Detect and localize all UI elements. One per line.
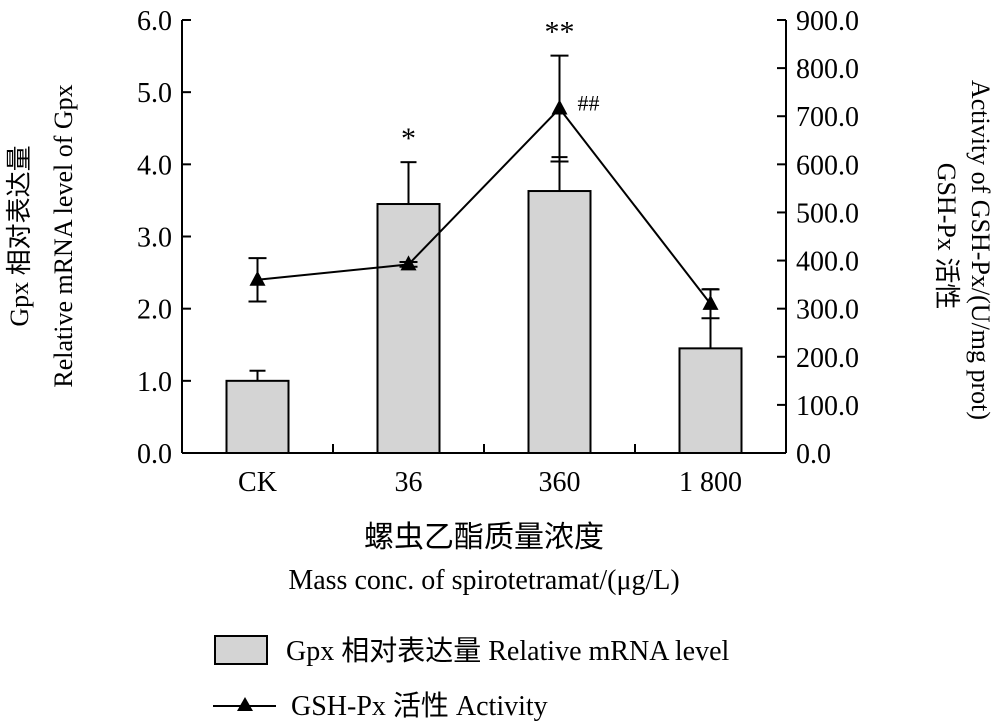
x-tick-label: 360 bbox=[539, 467, 581, 498]
left-tick-label: 0.0 bbox=[137, 439, 172, 470]
line-point bbox=[702, 294, 719, 310]
left-y-label-cn: Gpx 相对表达量 bbox=[5, 145, 34, 326]
right-tick-label: 100.0 bbox=[796, 391, 859, 422]
right-tick-label: 400.0 bbox=[796, 247, 859, 278]
right-y-label-cn: GSH-Px 活性 bbox=[932, 163, 961, 310]
line-path bbox=[257, 106, 712, 305]
right-tick-label: 200.0 bbox=[796, 343, 859, 374]
line-point bbox=[400, 255, 417, 271]
bar bbox=[376, 203, 441, 454]
legend-bar-label: Gpx 相对表达量 Relative mRNA level bbox=[286, 635, 730, 667]
bar-significance-mark: ** bbox=[545, 16, 575, 49]
left-tick-label: 2.0 bbox=[137, 295, 172, 326]
right-tick-label: 0.0 bbox=[796, 439, 831, 470]
left-tick-label: 4.0 bbox=[137, 150, 172, 181]
legend-bar-swatch bbox=[214, 635, 268, 665]
bar bbox=[527, 190, 592, 454]
right-axis-ticks: 0.0 100.0 200.0 300.0 400.0 500.0 600.0 700.0 80… bbox=[777, 6, 859, 470]
x-tick-label: 36 bbox=[395, 467, 423, 498]
left-tick-label: 6.0 bbox=[137, 6, 172, 37]
x-tick-label: CK bbox=[238, 467, 277, 498]
right-tick-label: 700.0 bbox=[796, 102, 859, 133]
right-tick-label: 800.0 bbox=[796, 54, 859, 85]
left-axis-ticks: 0.0 1.0 2.0 3.0 4.0 5.0 6.0 bbox=[137, 6, 191, 470]
line-significance-mark: ## bbox=[578, 91, 600, 116]
right-tick-label: 900.0 bbox=[796, 6, 859, 37]
x-axis-ticks: CK 36 360 1 800 bbox=[238, 444, 742, 498]
line-point bbox=[551, 99, 568, 115]
left-tick-label: 1.0 bbox=[137, 367, 172, 398]
bar bbox=[678, 347, 743, 455]
bar-series bbox=[225, 156, 743, 455]
legend-triangle-marker bbox=[237, 697, 253, 711]
x-label-cn: 螺虫乙酯质量浓度 bbox=[364, 521, 604, 554]
right-tick-label: 300.0 bbox=[796, 295, 859, 326]
right-tick-label: 500.0 bbox=[796, 198, 859, 229]
right-tick-label: 600.0 bbox=[796, 150, 859, 181]
x-label-en: Mass conc. of spirotetramat/(μg/L) bbox=[288, 565, 679, 596]
legend: Gpx 相对表达量 Relative mRNA level GSH-Px 活性 … bbox=[213, 635, 730, 722]
left-tick-label: 3.0 bbox=[137, 223, 172, 254]
legend-line-label: GSH-Px 活性 Activity bbox=[291, 690, 548, 722]
bar bbox=[225, 379, 290, 455]
left-tick-label: 5.0 bbox=[137, 78, 172, 109]
line-point bbox=[249, 270, 266, 286]
left-y-label-en: Relative mRNA level of Gpx bbox=[49, 84, 78, 387]
right-y-label-en: Activity of GSH-Px/(U/mg prot) bbox=[966, 80, 995, 420]
bar-significance-mark: * bbox=[401, 122, 416, 155]
line-series bbox=[248, 54, 720, 320]
x-tick-label: 1 800 bbox=[679, 467, 742, 498]
significance-annotations: ***## bbox=[401, 16, 600, 156]
